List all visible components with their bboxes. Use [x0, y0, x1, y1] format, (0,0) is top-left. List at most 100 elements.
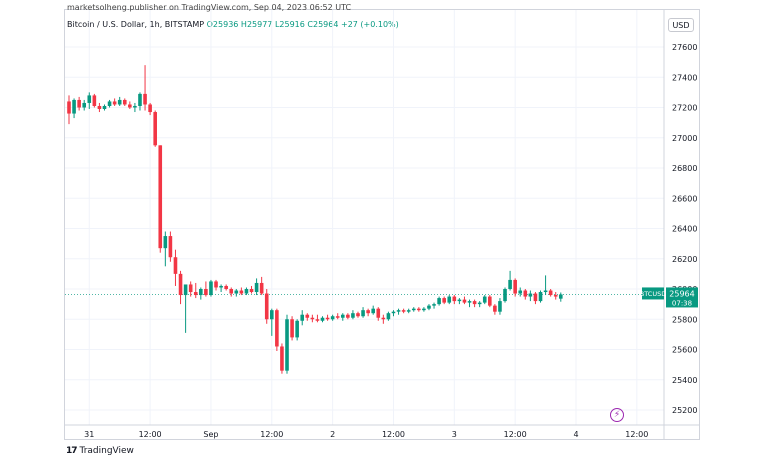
candle-body-down — [553, 295, 558, 297]
x-tick-label: 12:00 — [625, 430, 648, 439]
brand-label: TradingView — [79, 446, 134, 456]
candle-body-up — [432, 304, 436, 306]
candle-body-down — [310, 317, 315, 320]
candle-body-up — [133, 105, 137, 108]
y-tick-label: 27200 — [672, 104, 697, 113]
candle-body-up — [437, 298, 441, 305]
legend-change: +27 (+0.10%) — [340, 20, 399, 29]
candle-body-up — [82, 102, 87, 108]
y-tick-label: 25600 — [672, 346, 697, 355]
candle-body-down — [462, 299, 467, 303]
x-tick-label: Sep — [203, 430, 218, 439]
candle-body-down — [122, 99, 127, 105]
x-tick-label: 12:00 — [504, 430, 527, 439]
candle-body-up — [295, 320, 299, 338]
candle-body-up — [528, 293, 533, 297]
candle-body-down — [173, 257, 178, 274]
candle-body-down — [335, 316, 340, 318]
x-tick-label: 12:00 — [382, 430, 405, 439]
candle-body-up — [320, 317, 325, 321]
price-tag-timer: 07:38 — [672, 299, 692, 307]
candle-body-up — [117, 99, 122, 105]
candle-body-up — [386, 313, 391, 320]
candle-body-down — [442, 298, 446, 303]
y-tick-label: 26400 — [672, 225, 697, 234]
candle-body-up — [285, 319, 289, 371]
candle-body-down — [148, 104, 152, 113]
candle-body-down — [488, 296, 492, 306]
candle-body-up — [391, 311, 396, 314]
legend-low: L25916 — [274, 20, 305, 29]
candle-body-down — [366, 310, 370, 314]
candle-body-up — [244, 289, 249, 294]
candle-body-up — [371, 308, 375, 314]
candle-body-up — [87, 95, 92, 103]
chart-frame — [64, 9, 700, 440]
publisher-line: marketsolheng.publisher on TradingView.c… — [67, 3, 352, 12]
candle-body-down — [188, 284, 193, 293]
legend-symbol[interactable]: Bitcoin / U.S. Dollar, 1h, BITSTAMP — [67, 20, 205, 29]
tradingview-branding: 17 TradingView — [66, 446, 134, 456]
candle-body-down — [112, 101, 117, 105]
x-tick-label: 3 — [452, 430, 457, 439]
candle-body-down — [239, 290, 244, 294]
candle-body-up — [234, 290, 239, 294]
candle-body-down — [193, 292, 198, 296]
currency-button[interactable]: USD — [668, 18, 694, 32]
candle-body-down — [493, 305, 497, 312]
y-tick-label: 25400 — [672, 376, 697, 385]
candle-body-up — [457, 299, 462, 302]
candle-body-down — [158, 145, 163, 249]
candle-body-down — [143, 93, 147, 105]
flash-icon[interactable]: ⚡ — [610, 408, 624, 422]
candle-body-down — [548, 290, 553, 296]
candle-body-up — [163, 236, 168, 249]
candle-body-up — [138, 93, 142, 106]
candle-body-down — [204, 289, 208, 296]
candle-body-down — [264, 293, 269, 320]
candle-body-up — [498, 301, 502, 312]
symbol-legend: Bitcoin / U.S. Dollar, 1h, BITSTAMP O259… — [67, 20, 399, 29]
candle-body-down — [168, 236, 173, 258]
candle-body-down — [356, 313, 360, 317]
candle-body-down — [290, 319, 294, 338]
candle-body-up — [361, 310, 365, 317]
x-tick-label: 12:00 — [260, 430, 283, 439]
legend-open: O25936 — [206, 20, 239, 29]
candle-body-up — [422, 308, 426, 311]
candle-body-up — [340, 314, 345, 318]
candle-body-down — [259, 282, 264, 294]
candle-body-up — [396, 310, 401, 312]
candle-body-down — [305, 314, 310, 318]
candle-body-down — [523, 290, 528, 297]
candle-body-up — [351, 313, 355, 318]
candle-body-down — [178, 273, 183, 296]
candle-body-down — [325, 317, 330, 320]
candle-body-down — [417, 308, 421, 311]
candle-body-down — [401, 310, 406, 312]
candle-body-up — [199, 289, 203, 296]
candle-body-down — [77, 99, 81, 108]
candle-body-up — [209, 281, 213, 296]
tradingview-logo-icon: 17 — [66, 446, 77, 456]
x-tick-label: 4 — [573, 430, 578, 439]
y-tick-label: 27600 — [672, 43, 697, 52]
y-tick-label: 25200 — [672, 406, 697, 415]
candle-body-down — [280, 346, 284, 371]
candle-body-down — [92, 95, 97, 106]
candle-body-down — [128, 104, 132, 108]
y-tick-label: 27400 — [672, 73, 697, 82]
candle-body-up — [477, 302, 482, 305]
candle-body-down — [346, 314, 350, 318]
y-tick-label: 26800 — [672, 164, 697, 173]
candle-body-down — [381, 317, 386, 320]
candle-body-up — [482, 296, 487, 303]
candle-body-up — [406, 310, 411, 312]
candle-body-down — [97, 105, 102, 110]
price-tag-symbol-box — [642, 287, 664, 300]
candle-body-up — [254, 282, 259, 293]
candle-body-up — [543, 290, 548, 293]
legend-close: C25964 — [307, 20, 339, 29]
candle-body-down — [513, 279, 517, 294]
